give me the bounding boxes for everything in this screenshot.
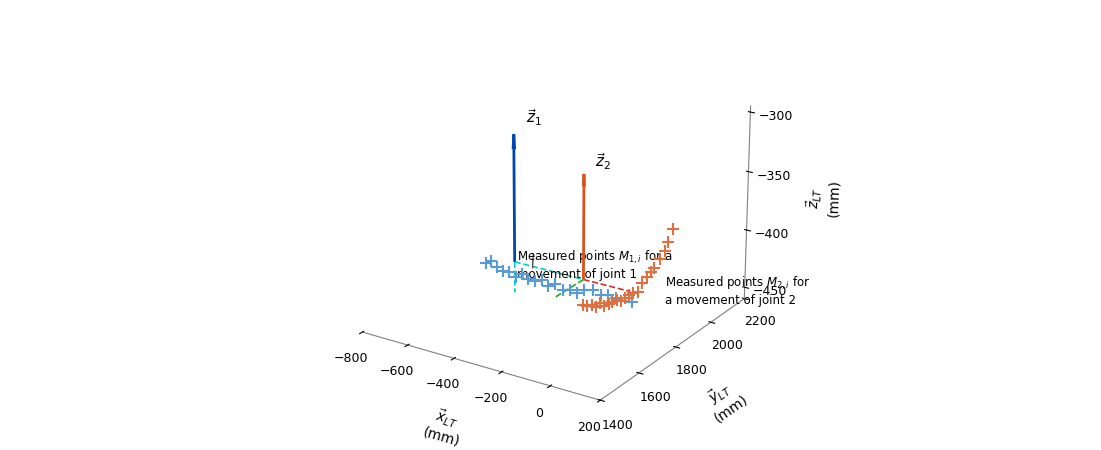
Y-axis label: $\vec{y}_{LT}$
(mm): $\vec{y}_{LT}$ (mm) <box>699 374 751 425</box>
X-axis label: $\vec{x}_{LT}$
(mm): $\vec{x}_{LT}$ (mm) <box>422 405 468 449</box>
